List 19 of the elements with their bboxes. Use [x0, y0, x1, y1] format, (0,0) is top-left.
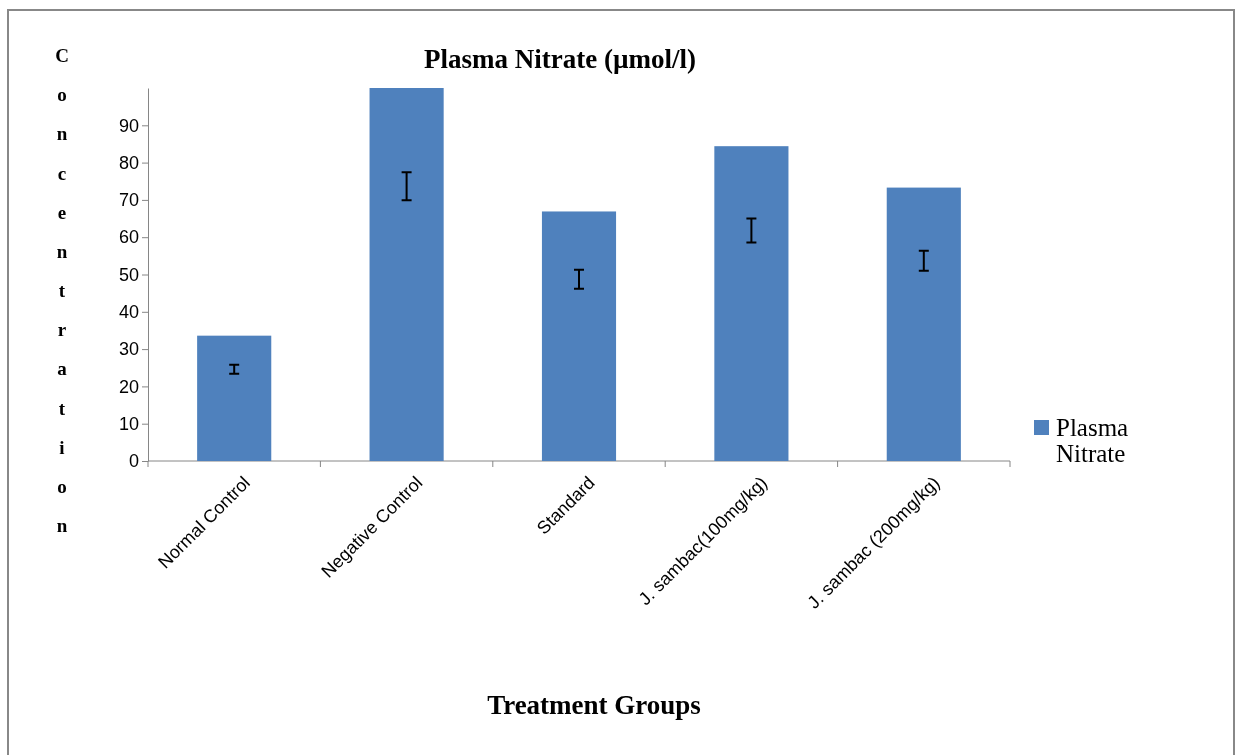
y-tick-label: 40	[118, 302, 139, 323]
bar	[369, 88, 444, 461]
y-tick-label: 90	[118, 115, 139, 136]
y-tick-label: 0	[128, 451, 139, 472]
y-tick-label: 20	[118, 376, 139, 397]
bar	[541, 211, 617, 461]
y-tick-label: 10	[118, 413, 139, 434]
bar	[197, 335, 272, 461]
x-axis-title: Treatment Groups	[487, 690, 701, 720]
bar	[714, 146, 789, 461]
chart-title: Plasma Nitrate (µmol/l)	[424, 44, 696, 74]
bar	[886, 187, 961, 461]
y-tick-label: 50	[118, 264, 139, 285]
legend-label: Plasma Nitrate	[1056, 414, 1129, 467]
y-tick-label: 80	[118, 152, 139, 173]
y-tick-label: 30	[118, 339, 139, 360]
text: Concentration	[55, 45, 69, 536]
y-tick-label: 70	[118, 190, 139, 211]
y-tick-label: 60	[118, 227, 139, 248]
